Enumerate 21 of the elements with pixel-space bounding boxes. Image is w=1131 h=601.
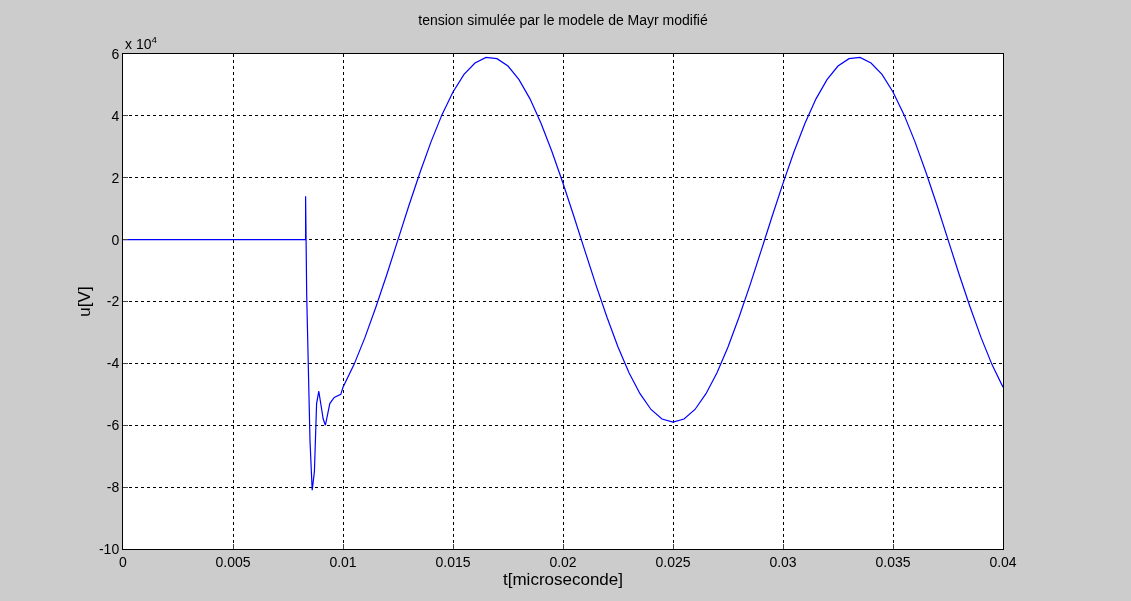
y-tick-label: 6 [111, 45, 120, 62]
y-tick-label: -2 [106, 293, 120, 310]
x-tick-label: 0.04 [989, 553, 1017, 570]
y-tick-label: -10 [98, 540, 120, 557]
x-axis-title: t[microseconde] [503, 569, 623, 589]
y-axis-title: u[V] [74, 286, 94, 317]
chart-title: tension simulée par le modele de Mayr modifié [418, 11, 708, 28]
x-tick-label: 0.035 [875, 553, 911, 570]
y-tick-label: 2 [111, 169, 120, 186]
y-tick-label: 4 [111, 107, 120, 124]
x-tick-label: 0.015 [435, 553, 471, 570]
y-tick-label: -8 [106, 479, 120, 496]
y-tick-label: 0 [111, 231, 120, 248]
x-tick-label: 0.02 [549, 553, 577, 570]
y-tick-label: -4 [106, 355, 120, 372]
x-tick-label: 0.025 [655, 553, 691, 570]
y-tick-label: -6 [106, 417, 120, 434]
x-tick-label: 0.01 [329, 553, 357, 570]
x-tick-label: 0.03 [769, 553, 797, 570]
text: x 10$^{4}$ [125, 34, 158, 52]
x-tick-label: 0.005 [215, 553, 251, 570]
